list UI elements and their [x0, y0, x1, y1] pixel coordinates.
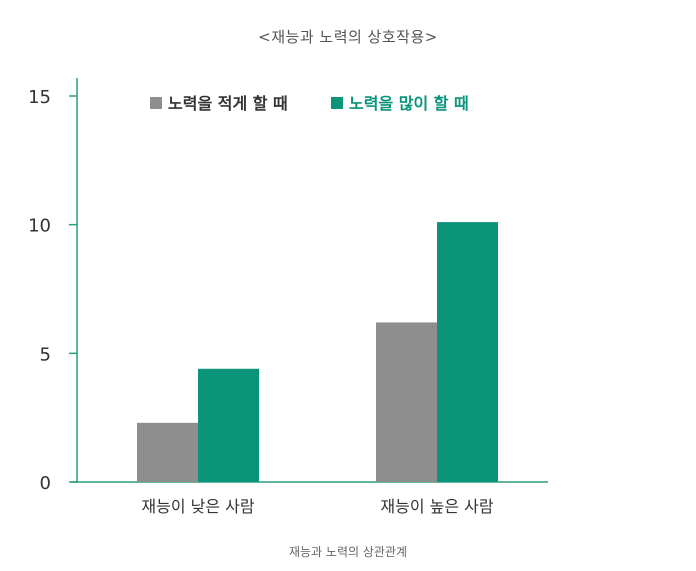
- x-tick-label-1: 재능이 낮은 사람: [141, 497, 254, 516]
- x-tick-label-2: 재능이 높은 사람: [380, 497, 493, 516]
- legend-label-2: 노력을 많이 할 때: [349, 94, 469, 113]
- y-tick-label-10: 10: [28, 216, 51, 237]
- bar-2-series-2: [437, 222, 498, 483]
- bar-1-series-2: [198, 368, 259, 482]
- chart-title: <재능과 노력의 상호작용>: [258, 28, 438, 46]
- legend-swatch-2: [331, 97, 343, 109]
- y-tick-label-0: 0: [40, 473, 51, 494]
- legend-label-1: 노력을 적게 할 때: [168, 94, 288, 113]
- legend-swatch-1: [150, 97, 162, 109]
- y-tick-label-5: 5: [40, 344, 51, 365]
- chart-caption: 재능과 노력의 상관관계: [288, 545, 408, 559]
- bar-2-series-1: [376, 322, 437, 482]
- y-tick-label-15: 15: [28, 87, 51, 108]
- bar-1-series-1: [137, 422, 198, 482]
